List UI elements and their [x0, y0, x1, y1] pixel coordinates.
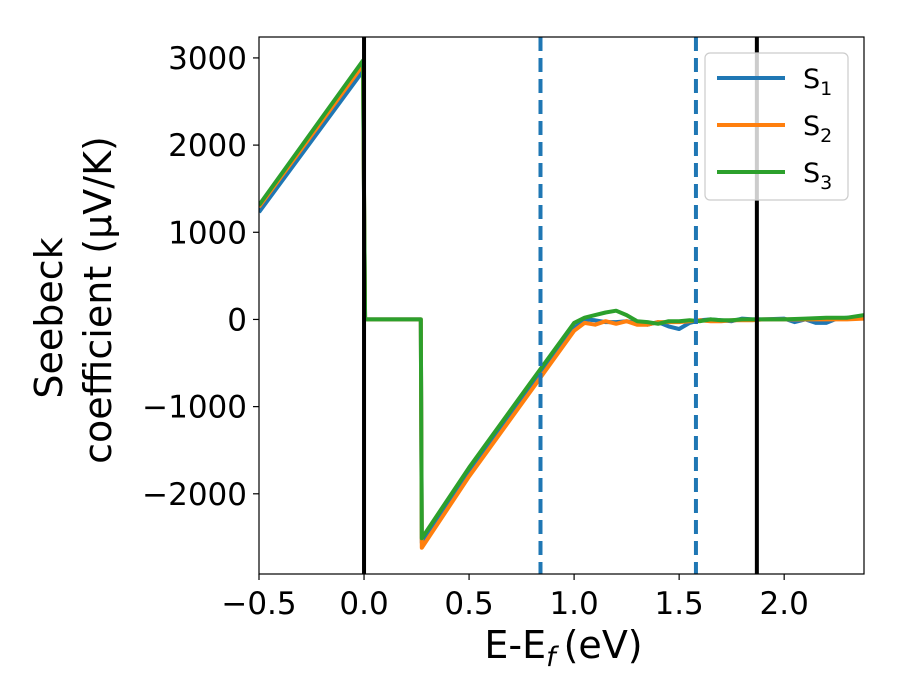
legend-label-s1: S1: [803, 64, 832, 100]
y-ticks: −2000 −1000 0 1000 2000 3000: [142, 41, 259, 513]
y-tick-label: −2000: [142, 477, 247, 513]
x-tick-label: −0.5: [221, 586, 296, 622]
axes-frame: [258, 36, 865, 575]
x-tick-label: 0.5: [444, 586, 493, 622]
y-tick-label: 1000: [168, 215, 247, 251]
x-axis-label: E-Ef (eV): [484, 623, 642, 673]
x-axis-label-sub: f: [546, 642, 559, 673]
x-axis-label-main: E-E: [484, 623, 546, 667]
x-tick-label: 1.5: [654, 586, 703, 622]
x-tick-label: 0.0: [339, 586, 388, 622]
y-tick-label: 2000: [168, 128, 247, 164]
x-ticks: −0.5 0.0 0.5 1.0 1.5 2.0: [221, 574, 809, 622]
y-axis-label-line-1: Seebeck: [27, 237, 71, 398]
x-tick-label: 1.0: [549, 586, 598, 622]
x-tick-label: 2.0: [760, 586, 809, 622]
legend-label-s3: S3: [803, 158, 832, 194]
y-axis-label-line-2: coefficient (μV/K): [76, 136, 120, 464]
y-tick-label: 0: [227, 302, 247, 338]
y-tick-label: 3000: [168, 41, 247, 77]
series-line-s3: [259, 58, 864, 541]
y-axis-label: Seebeck coefficient (μV/K): [27, 136, 120, 464]
legend-label-s2: S2: [803, 111, 832, 147]
y-tick-label: −1000: [142, 390, 247, 426]
x-axis-label-unit: (eV): [564, 623, 643, 667]
series-layer: [259, 58, 864, 550]
legend: S1 S2 S3: [704, 52, 849, 201]
